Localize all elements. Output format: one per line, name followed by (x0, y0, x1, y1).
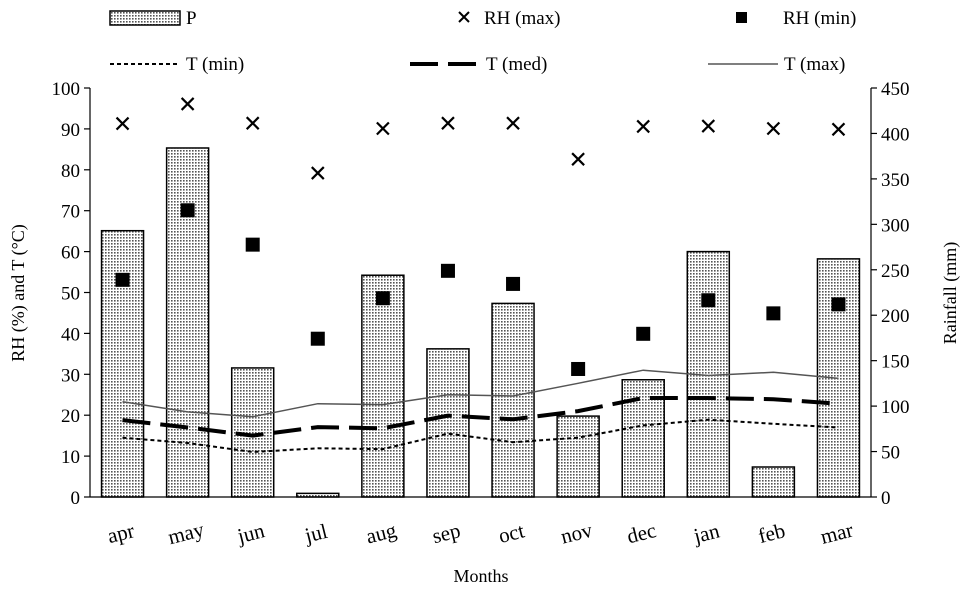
y-left-tick-label: 10 (61, 447, 80, 468)
x-tick-label: jan (690, 518, 722, 548)
legend-label-t-max: T (max) (784, 54, 845, 75)
x-tick-label: aug (364, 518, 400, 549)
temperature-lines (122, 369, 839, 454)
x-axis-title: Months (453, 566, 508, 586)
legend-label-t-med: T (med) (486, 54, 547, 75)
marker-rh-max (115, 116, 130, 131)
y-left-tick-label: 40 (61, 324, 80, 345)
x-tick-label: oct (496, 518, 527, 548)
marker-rh-max (245, 116, 260, 130)
y-left-tick-label: 30 (61, 365, 80, 386)
bar-p (751, 466, 796, 498)
x-axis: apr may jun jul aug sep oct nov dec jan feb mar (90, 496, 871, 549)
bar-p (556, 415, 600, 498)
legend-item-p: P (109, 8, 197, 29)
marker-rh-min (245, 237, 260, 252)
humidity-markers (115, 97, 846, 376)
marker-rh-max (441, 116, 455, 130)
y-right-tick-label: 350 (881, 170, 910, 191)
legend-item-rh-min: RH (min) (736, 8, 856, 29)
marker-rh-max (180, 97, 195, 111)
y-right-tick-label: 200 (881, 306, 910, 327)
y-right-tick-label: 150 (881, 352, 910, 373)
marker-rh-min (180, 203, 195, 218)
y-left-tick-label: 100 (52, 79, 81, 100)
y-axis-right-title: Rainfall (mm) (940, 242, 961, 344)
rainfall-bars (100, 147, 861, 498)
marker-rh-min (440, 263, 455, 278)
y-left-tick-label: 20 (61, 406, 80, 427)
legend-item-t-max: T (max) (708, 54, 845, 75)
y-axis-left-title: RH (%) and T (°C) (8, 224, 29, 362)
y-right-tick-label: 50 (881, 443, 900, 464)
legend-item-t-med: T (med) (410, 54, 547, 75)
marker-rh-min (636, 326, 651, 341)
y-right-tick-label: 250 (881, 261, 910, 282)
y-right-tick-label: 450 (881, 79, 910, 100)
marker-rh-max (831, 122, 846, 137)
legend-label-rh-max: RH (max) (484, 8, 561, 29)
marker-rh-min (701, 293, 716, 308)
y-right-tick-label: 0 (881, 488, 891, 509)
marker-rh-min (310, 331, 325, 346)
bar-p (100, 229, 145, 498)
marker-rh-min (571, 361, 586, 376)
y-axis-left: 0 10 20 30 40 50 60 70 80 90 100 (52, 79, 91, 509)
x-tick-label: may (165, 517, 206, 549)
y-left-tick-label: 80 (61, 161, 80, 182)
line-t-max (122, 369, 839, 418)
marker-rh-max (636, 119, 650, 134)
marker-rh-min (375, 291, 390, 306)
legend-label-t-min: T (min) (186, 54, 244, 75)
y-left-tick-label: 0 (71, 488, 81, 509)
marker-rh-max (311, 166, 325, 180)
x-tick-label: mar (818, 518, 855, 549)
bar-p (426, 348, 470, 498)
bar-p (361, 274, 405, 498)
marker-rh-min (506, 276, 521, 291)
legend-item-t-min: T (min) (110, 54, 244, 75)
x-tick-label: feb (756, 518, 788, 548)
legend-marker-rh-max (458, 11, 470, 23)
legend-item-rh-max: RH (max) (458, 8, 561, 29)
marker-rh-max (506, 116, 520, 130)
x-tick-label: sep (430, 518, 463, 548)
x-tick-label: jun (234, 518, 267, 548)
marker-rh-max (766, 121, 781, 136)
x-tick-label: jul (301, 519, 329, 548)
line-t-med (122, 396, 839, 438)
marker-rh-max (376, 121, 390, 136)
y-right-tick-label: 100 (881, 397, 910, 418)
legend: P RH (max) RH (min) T (min) T (med) T (m… (109, 8, 856, 75)
line-t-min (122, 418, 839, 454)
marker-rh-min (831, 297, 846, 312)
y-left-tick-label: 60 (61, 243, 80, 264)
x-tick-label: nov (558, 518, 595, 549)
y-left-tick-label: 50 (61, 284, 80, 305)
y-axis-right: 0 50 100 150 200 250 300 350 400 450 (870, 79, 910, 509)
legend-label-p: P (186, 8, 197, 29)
marker-rh-min (766, 306, 781, 321)
x-tick-label: dec (624, 518, 658, 548)
y-left-tick-label: 70 (61, 202, 80, 223)
marker-rh-max (701, 119, 716, 133)
y-left-tick-label: 90 (61, 120, 80, 141)
marker-rh-max (571, 152, 585, 166)
x-tick-label: apr (105, 518, 137, 548)
legend-swatch-p (109, 10, 181, 26)
y-right-tick-label: 400 (881, 124, 910, 145)
bar-p (491, 302, 535, 498)
y-right-tick-label: 300 (881, 215, 910, 236)
marker-rh-min (115, 272, 130, 287)
legend-marker-rh-min (736, 12, 747, 23)
legend-label-rh-min: RH (min) (783, 8, 856, 29)
